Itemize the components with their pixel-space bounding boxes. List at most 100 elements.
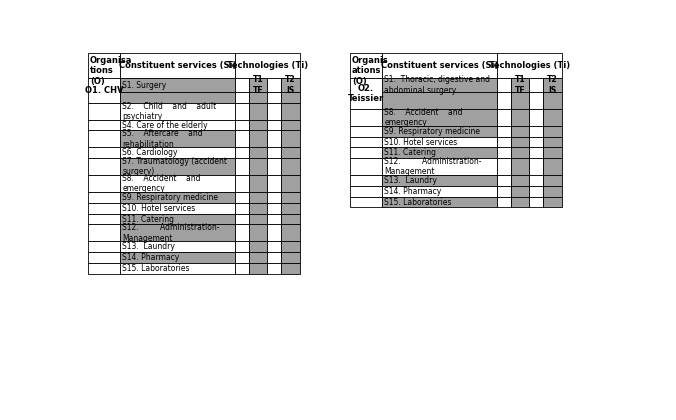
Bar [349, 126, 382, 136]
Bar [268, 120, 281, 131]
Bar [281, 120, 300, 131]
Bar [120, 131, 235, 147]
Bar [544, 197, 562, 207]
Bar [349, 175, 382, 186]
Bar [120, 78, 235, 92]
Bar [235, 224, 249, 241]
Text: S1. Surgery: S1. Surgery [122, 81, 167, 89]
Bar [349, 109, 382, 126]
Bar [382, 78, 497, 92]
Text: T1
TF: T1 TF [514, 75, 525, 95]
Text: T2
IS: T2 IS [548, 75, 558, 95]
Bar [249, 252, 268, 263]
Bar [281, 192, 300, 203]
Bar [268, 192, 281, 203]
Bar [88, 53, 120, 78]
Bar [249, 120, 268, 131]
Text: Constituent services (Si): Constituent services (Si) [119, 61, 236, 70]
Bar [382, 136, 497, 147]
Bar [249, 147, 268, 158]
Bar [529, 175, 544, 186]
Bar [88, 175, 120, 192]
Bar [268, 203, 281, 214]
Bar [268, 147, 281, 158]
Bar [88, 252, 120, 263]
Text: S8.    Accident    and
emergency: S8. Accident and emergency [385, 108, 463, 127]
Bar [382, 175, 497, 186]
Bar [268, 78, 281, 92]
Bar [511, 158, 529, 175]
Bar [529, 78, 544, 92]
Text: S14. Pharmacy: S14. Pharmacy [122, 253, 180, 262]
Text: S7. Traumatology (accident
surgery): S7. Traumatology (accident surgery) [122, 157, 228, 176]
Bar [235, 103, 249, 120]
Bar [249, 203, 268, 214]
Bar [544, 158, 562, 175]
Bar [529, 186, 544, 197]
Bar [529, 158, 544, 175]
Bar [497, 126, 511, 136]
Bar [235, 175, 249, 192]
Bar [529, 109, 544, 126]
Bar [529, 92, 544, 109]
Bar [235, 203, 249, 214]
Text: S11. Catering: S11. Catering [122, 215, 174, 223]
Text: Organisa
tions
(O): Organisa tions (O) [90, 56, 132, 86]
Bar [268, 92, 281, 103]
Bar [268, 131, 281, 147]
Bar [235, 192, 249, 203]
Bar [497, 158, 511, 175]
Bar [235, 53, 300, 78]
Bar [497, 186, 511, 197]
Bar [281, 252, 300, 263]
Bar [349, 158, 382, 175]
Text: T2
IS: T2 IS [285, 75, 296, 95]
Bar [511, 175, 529, 186]
Bar [268, 158, 281, 175]
Text: T1
TF: T1 TF [253, 75, 264, 95]
Bar [249, 92, 268, 103]
Bar [281, 158, 300, 175]
Bar [235, 214, 249, 224]
Bar [88, 203, 120, 214]
Bar [88, 78, 120, 103]
Bar [268, 224, 281, 241]
Bar [529, 136, 544, 147]
Bar [544, 186, 562, 197]
Bar [497, 147, 511, 158]
Bar [281, 147, 300, 158]
Bar [120, 252, 235, 263]
Bar [235, 147, 249, 158]
Bar [529, 197, 544, 207]
Bar [235, 263, 249, 274]
Text: S5.    Aftercare    and
rehabilitation: S5. Aftercare and rehabilitation [122, 129, 203, 149]
Bar [497, 197, 511, 207]
Text: S10. Hotel services: S10. Hotel services [122, 204, 196, 213]
Bar [249, 158, 268, 175]
Text: S13.  Laundry: S13. Laundry [385, 176, 437, 185]
Text: S12.         Administration-
Management: S12. Administration- Management [122, 223, 220, 243]
Bar [88, 131, 120, 147]
Bar [281, 131, 300, 147]
Bar [235, 158, 249, 175]
Bar [497, 109, 511, 126]
Bar [120, 120, 235, 131]
Bar [268, 214, 281, 224]
Bar [249, 131, 268, 147]
Bar [511, 126, 529, 136]
Bar [349, 53, 382, 78]
Text: S9. Respiratory medicine: S9. Respiratory medicine [122, 193, 218, 202]
Bar [382, 126, 497, 136]
Text: S10. Hotel services: S10. Hotel services [385, 137, 458, 147]
Bar [544, 92, 562, 109]
Bar [281, 263, 300, 274]
Bar [529, 147, 544, 158]
Bar [511, 186, 529, 197]
Bar [235, 131, 249, 147]
Bar [349, 186, 382, 197]
Bar [511, 197, 529, 207]
Text: S9. Respiratory medicine: S9. Respiratory medicine [385, 127, 481, 136]
Text: Constituent services (Si): Constituent services (Si) [381, 61, 498, 70]
Bar [249, 103, 268, 120]
Bar [235, 120, 249, 131]
